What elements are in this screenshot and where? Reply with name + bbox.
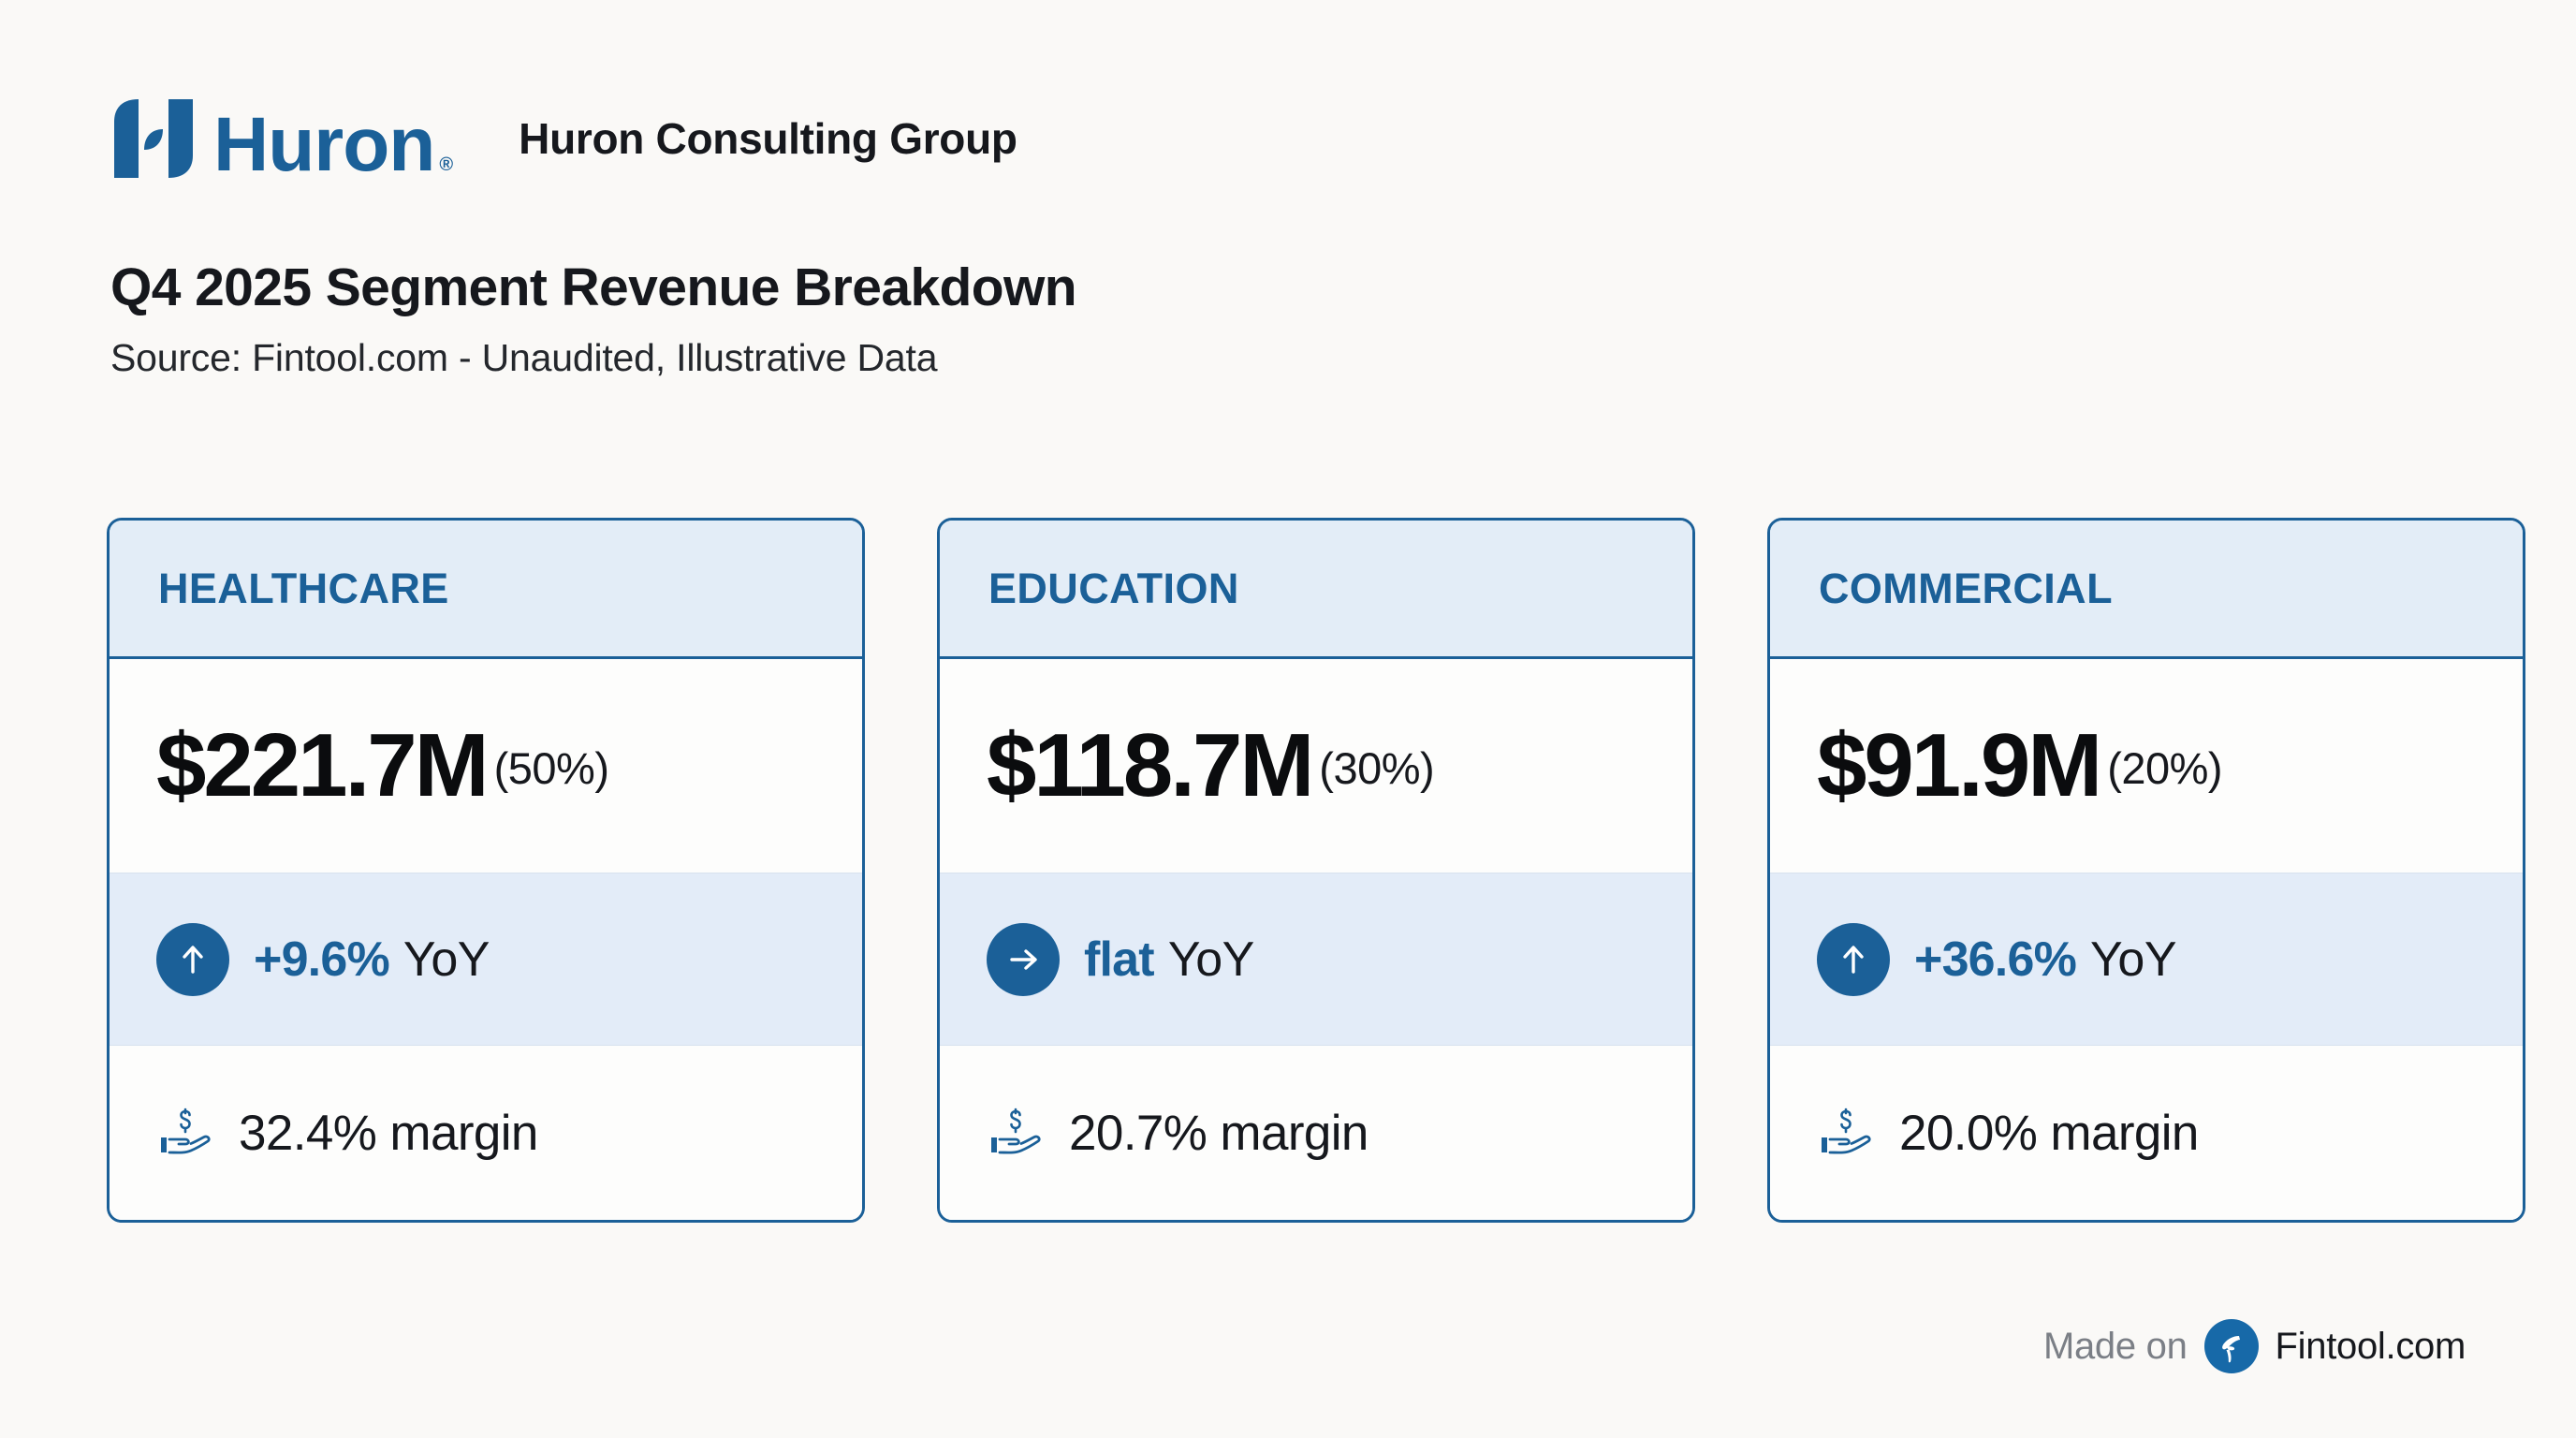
segment-label: HEALTHCARE	[158, 564, 449, 612]
hand-holding-dollar-icon	[991, 1108, 1041, 1154]
huron-wordmark-text: Huron	[213, 101, 435, 187]
yoy-suffix: YoY	[1167, 932, 1255, 987]
huron-logo: Huron ®	[110, 97, 454, 187]
card-yoy-row: +36.6% YoY	[1770, 873, 2523, 1046]
arrow-up-icon	[156, 922, 229, 996]
card-header: COMMERCIAL	[1770, 521, 2523, 659]
segment-revenue-share: (20%)	[2107, 742, 2223, 793]
card-value-row: $221.7M (50%)	[110, 659, 862, 873]
footer-brand-name: Fintool.com	[2275, 1325, 2466, 1367]
huron-logo-mark	[114, 99, 193, 178]
segment-label: COMMERCIAL	[1819, 564, 2113, 612]
arrow-right-icon	[987, 922, 1060, 996]
page-subtitle: Source: Fintool.com - Unaudited, Illustr…	[110, 335, 938, 379]
segment-revenue-share: (30%)	[1319, 742, 1435, 793]
page-title: Q4 2025 Segment Revenue Breakdown	[110, 257, 1077, 317]
yoy-delta: flat	[1084, 932, 1155, 987]
yoy-text: +36.6% YoY	[1914, 932, 2177, 988]
company-name: Huron Consulting Group	[519, 114, 1017, 163]
footer-made-on-label: Made on	[2042, 1325, 2188, 1367]
footer-attribution: Made on Fintool.com	[2043, 1319, 2466, 1373]
card-margin-row: 20.7% margin	[940, 1046, 1692, 1220]
yoy-text: +9.6% YoY	[254, 932, 490, 988]
card-value-row: $91.9M (20%)	[1770, 659, 2523, 873]
segment-cards: HEALTHCARE $221.7M (50%) +9.6% YoY	[107, 518, 2525, 1223]
registered-mark: ®	[439, 154, 454, 175]
segment-margin: 20.0% margin	[1899, 1105, 2199, 1161]
card-margin-row: 32.4% margin	[110, 1046, 862, 1220]
yoy-text: flat YoY	[1084, 932, 1254, 988]
card-header: EDUCATION	[940, 521, 1692, 659]
hand-holding-dollar-icon	[1822, 1108, 1871, 1154]
yoy-suffix: YoY	[402, 932, 490, 987]
brand-header: Huron ® Huron Consulting Group	[110, 97, 1017, 187]
segment-margin: 20.7% margin	[1069, 1105, 1368, 1161]
segment-label: EDUCATION	[988, 564, 1239, 612]
huron-wordmark: Huron ®	[213, 101, 454, 187]
hand-holding-dollar-icon	[161, 1108, 211, 1154]
segment-revenue-value: $91.9M	[1817, 715, 2102, 815]
yoy-suffix: YoY	[2090, 932, 2177, 987]
segment-revenue-value: $118.7M	[987, 715, 1314, 815]
card-value-row: $118.7M (30%)	[940, 659, 1692, 873]
segment-card: EDUCATION $118.7M (30%) flat YoY	[937, 518, 1695, 1223]
yoy-delta: +9.6%	[254, 932, 390, 987]
segment-card: HEALTHCARE $221.7M (50%) +9.6% YoY	[107, 518, 865, 1223]
card-yoy-row: flat YoY	[940, 873, 1692, 1046]
title-block: Q4 2025 Segment Revenue Breakdown Source…	[110, 257, 1077, 380]
card-header: HEALTHCARE	[110, 521, 862, 659]
segment-revenue-value: $221.7M	[156, 715, 490, 815]
yoy-delta: +36.6%	[1914, 932, 2077, 987]
card-margin-row: 20.0% margin	[1770, 1046, 2523, 1220]
segment-card: COMMERCIAL $91.9M (20%) +36.6% YoY	[1767, 518, 2525, 1223]
fintool-logo-icon	[2203, 1319, 2259, 1373]
arrow-up-icon	[1817, 922, 1890, 996]
segment-margin: 32.4% margin	[239, 1105, 538, 1161]
card-yoy-row: +9.6% YoY	[110, 873, 862, 1046]
segment-revenue-share: (50%)	[493, 742, 609, 793]
